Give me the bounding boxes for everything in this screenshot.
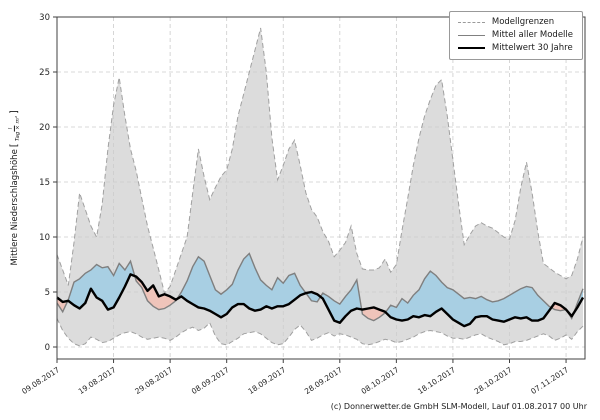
legend-item-model-mean: Mittel aller Modelle bbox=[457, 30, 573, 41]
x-tick-label: 07.11.2017 bbox=[529, 365, 570, 396]
y-tick-label: 30 bbox=[39, 13, 50, 23]
x-tick-label: 28.10.2017 bbox=[473, 365, 514, 396]
x-tick-label: 28.09.2017 bbox=[303, 365, 344, 396]
y-tick-label: 5 bbox=[45, 288, 50, 298]
y-tick-label: 15 bbox=[39, 178, 50, 188]
mean-30yr-line bbox=[56, 273, 585, 328]
black-line-icon bbox=[457, 47, 485, 50]
below-normal-fill bbox=[551, 303, 574, 319]
model-bounds-lines bbox=[56, 27, 584, 347]
legend-label: Mittel aller Modelle bbox=[491, 30, 573, 41]
legend-item-30yr-mean: Mittelwert 30 Jahre bbox=[457, 43, 573, 54]
y-tick-label: 20 bbox=[39, 123, 50, 133]
axis-ticks bbox=[53, 16, 567, 363]
copyright-caption: (c) Donnerwetter.de GmbH SLM-Modell, Lau… bbox=[330, 402, 587, 411]
legend-label: Mittelwert 30 Jahre bbox=[491, 43, 573, 54]
gray-line-icon bbox=[457, 34, 485, 36]
x-tick-label: 08.10.2017 bbox=[360, 365, 401, 396]
plot-border bbox=[56, 16, 586, 360]
x-tick-label: 18.10.2017 bbox=[416, 365, 457, 396]
legend: Modellgrenzen Mittel aller Modelle Mitte… bbox=[448, 11, 583, 60]
above-normal-fill bbox=[385, 271, 552, 327]
x-tick-label: 18.09.2017 bbox=[246, 365, 287, 396]
x-tick-label: 08.09.2017 bbox=[190, 365, 231, 396]
mean-30yr bbox=[56, 273, 585, 328]
y-tick-label: 25 bbox=[39, 68, 50, 78]
above-normal-fill bbox=[176, 253, 321, 318]
y-tick-label: 10 bbox=[39, 233, 50, 243]
x-tick-label: 19.08.2017 bbox=[77, 365, 118, 396]
x-tick-label: 29.08.2017 bbox=[133, 365, 174, 396]
x-tick-label: 09.08.2017 bbox=[20, 365, 61, 396]
y-tick-label: 0 bbox=[45, 343, 50, 353]
model-range-band bbox=[57, 28, 583, 346]
legend-item-model-bounds: Modellgrenzen bbox=[457, 17, 573, 27]
legend-label: Modellgrenzen bbox=[491, 17, 555, 27]
dashed-line-icon bbox=[457, 21, 485, 23]
